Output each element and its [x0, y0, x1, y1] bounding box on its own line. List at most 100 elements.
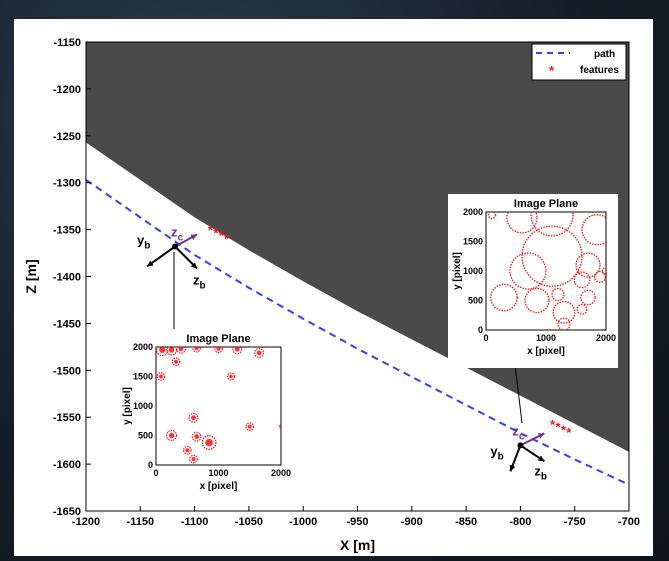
- inset-feature-blob: [156, 347, 169, 357]
- figure-panel: * * * * * * * * -1200 -1150 -1100 -1050 -1000 -950 -9…: [14, 19, 653, 556]
- frame-origin: [172, 243, 179, 250]
- y-tick-label: -1600: [53, 459, 81, 471]
- inset-y-tick-label: 2000: [133, 342, 153, 352]
- camera-z-axis: [174, 233, 198, 248]
- path-series-line: [86, 179, 629, 486]
- legend-box: [531, 43, 627, 81]
- inset-feature-blob: [226, 372, 236, 381]
- inset-feature-core: [194, 347, 199, 351]
- feature-point: *: [566, 425, 572, 440]
- inset-x-axis-label: x [pixel]: [200, 481, 238, 492]
- inset-feature-core: [191, 457, 196, 462]
- inset-feature-blob: [166, 347, 178, 356]
- inset-feature-core: [159, 347, 166, 354]
- inset-feature-core: [247, 424, 252, 429]
- inset-feature-core: [158, 374, 164, 379]
- inset-feature-blob: [232, 347, 243, 355]
- inset-x-tick-label: 0: [483, 333, 488, 343]
- inset-feature-ring: [601, 266, 606, 276]
- inset-feature-blob: [182, 445, 192, 455]
- y-tick-label: -1500: [53, 365, 81, 377]
- feature-point: *: [208, 223, 214, 238]
- legend-path-label: path: [594, 49, 615, 60]
- inset-feature-blob: [214, 347, 223, 354]
- body-z-axis: [174, 245, 198, 270]
- y-tick-label: -1200: [53, 84, 81, 96]
- x-tick-label: -1000: [289, 516, 317, 528]
- inset-feature-core: [234, 347, 240, 352]
- y-tick-label: -1650: [53, 506, 81, 518]
- inset-feature-ring: [573, 271, 591, 289]
- x-tick-label: -750: [564, 516, 586, 528]
- body-y-label: yb: [490, 443, 503, 462]
- inset-feature-ring: [506, 212, 538, 234]
- inset-feature-ring: [509, 252, 547, 290]
- inset-feature-ring: [551, 287, 565, 302]
- inset-feature-blob: [192, 347, 201, 353]
- inset-feature-core: [205, 438, 213, 447]
- inset-feature-ring: [490, 283, 518, 312]
- inset-y-tick-label: 1500: [133, 372, 153, 382]
- inset-feature-blob: [188, 412, 199, 423]
- feature-point: *: [561, 422, 567, 437]
- inset-feature-blob: [191, 431, 202, 442]
- inset-y-axis-label: y [pixel]: [122, 387, 133, 425]
- inset-y-tick-label: 500: [138, 431, 153, 441]
- inset-y-tick-label: 1000: [133, 401, 153, 411]
- inset-feature-ring: [487, 212, 497, 220]
- inset-feature-ring: [576, 303, 588, 315]
- feature-point: *: [224, 231, 230, 246]
- inset-feature-ring: [530, 212, 574, 237]
- inset-x-axis-label: x [pixel]: [527, 346, 565, 357]
- x-tick-label: -1050: [235, 516, 263, 528]
- inset-feature-ring: [580, 289, 596, 306]
- inset-x-tick-label: 2000: [596, 333, 616, 343]
- inset-feature-ring: [557, 317, 571, 330]
- inset-features: [156, 347, 281, 464]
- x-tick-label: -1200: [72, 516, 100, 528]
- inset-feature-blob: [176, 347, 186, 354]
- inset-feature-core: [168, 432, 175, 439]
- x-axis-label: X [m]: [340, 537, 375, 553]
- body-z-label: zb: [193, 272, 206, 291]
- y-tick-label: -1450: [53, 318, 81, 330]
- inset-feature-ring: [593, 270, 606, 283]
- legend-features-label: features: [580, 65, 619, 76]
- inset-feature-core: [280, 425, 281, 428]
- inset-feature-core: [216, 347, 221, 351]
- inset-y-axis-label: y [pixel]: [452, 252, 463, 290]
- inset-plot-border: [155, 346, 282, 466]
- inset-title: Image Plane: [186, 333, 250, 345]
- y-tick-label: -1400: [53, 272, 81, 284]
- feature-point: *: [550, 417, 556, 432]
- y-axis-label: Z [m]: [23, 259, 39, 293]
- body-z-label: zb: [534, 463, 547, 482]
- camera-z-label: zc: [171, 224, 184, 243]
- inset-feature-core: [178, 347, 184, 352]
- inset-title: Image Plane: [514, 198, 578, 210]
- x-tick-label: -700: [618, 516, 640, 528]
- x-tick-label: -900: [401, 516, 423, 528]
- inset-feature-ring: [575, 252, 601, 278]
- inset-feature-core: [229, 374, 233, 379]
- camera-z-label: zc: [512, 423, 525, 442]
- inset-feature-ring: [521, 225, 583, 287]
- inset-feature-ring: [552, 300, 576, 324]
- inset-feature-core: [168, 347, 175, 353]
- feature-point: *: [213, 225, 219, 240]
- y-tick-label: -1150: [53, 37, 81, 49]
- inset-y-tick-label: 0: [148, 460, 153, 470]
- feature-point: *: [555, 420, 561, 435]
- inset-y-tick-label: 0: [478, 325, 483, 335]
- y-tick-label: -1350: [53, 225, 81, 237]
- inset-y-tick-label: 500: [468, 296, 483, 306]
- body-y-axis: [146, 245, 176, 268]
- inset-feature-core: [191, 415, 196, 421]
- y-tick-label: -1550: [53, 412, 81, 424]
- inset-feature-ring: [581, 214, 606, 246]
- inset-feature-core: [173, 359, 179, 364]
- body-z-axis: [519, 444, 545, 463]
- inset-feature-core: [256, 350, 262, 356]
- y-tick-label: -1300: [53, 178, 81, 190]
